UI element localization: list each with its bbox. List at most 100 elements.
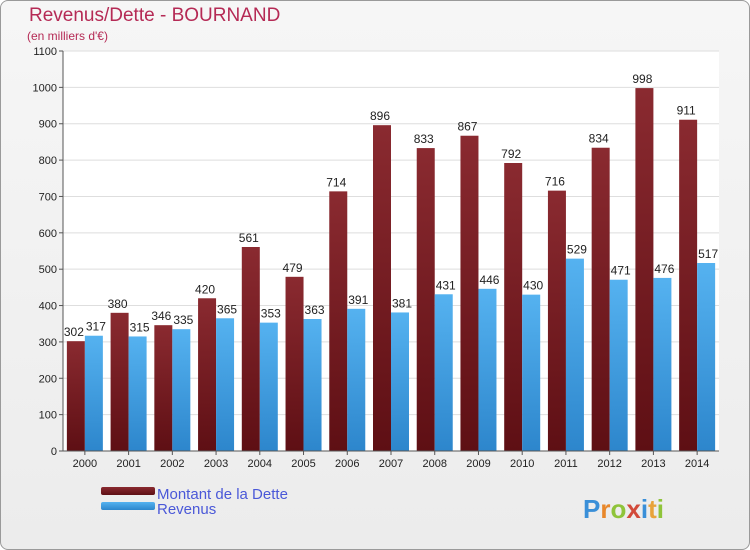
- bar-dette-2001: [110, 312, 129, 451]
- logo-letter: t: [648, 494, 657, 524]
- bar-revenus-2002: [172, 329, 191, 451]
- x-tick-label-2004: 2004: [248, 458, 272, 470]
- x-tick-label-2014: 2014: [685, 458, 709, 470]
- label-dette-2000: 302: [64, 325, 84, 339]
- bar-revenus-2012: [609, 279, 628, 451]
- label-dette-2010: 792: [501, 147, 521, 161]
- logo-letter: i: [657, 494, 664, 524]
- label-revenus-2013: 476: [654, 262, 674, 276]
- label-dette-2005: 479: [283, 261, 303, 275]
- label-dette-2014: 911: [677, 104, 696, 118]
- label-revenus-2004: 353: [261, 307, 281, 321]
- y-tick-label: 900: [39, 119, 57, 131]
- bar-dette-2013: [635, 88, 654, 451]
- label-dette-2007: 896: [370, 109, 390, 123]
- label-revenus-2007: 381: [392, 296, 412, 310]
- chart-subtitle: (en milliers d'€): [27, 29, 108, 43]
- logo-letter: o: [610, 494, 626, 524]
- logo-letter: i: [641, 494, 648, 524]
- bar-dette-2002: [154, 325, 173, 451]
- legend-label-dette: Montant de la Dette: [157, 486, 288, 503]
- label-revenus-2008: 431: [436, 278, 456, 292]
- bar-revenus-2003: [216, 318, 235, 451]
- x-tick-label-2001: 2001: [116, 458, 140, 470]
- label-dette-2001: 380: [108, 297, 128, 311]
- logo-letter: r: [600, 494, 610, 524]
- label-revenus-2005: 363: [305, 303, 325, 317]
- x-tick-label-2006: 2006: [335, 458, 359, 470]
- label-dette-2006: 714: [326, 175, 346, 189]
- x-tick-label-2005: 2005: [291, 458, 315, 470]
- legend-swatch-revenus: [101, 502, 155, 510]
- bar-revenus-2007: [391, 312, 409, 451]
- label-revenus-2002: 335: [173, 313, 193, 327]
- bar-revenus-2011: [565, 258, 584, 451]
- proxiti-logo: Proxiti: [583, 494, 664, 524]
- bar-revenus-2014: [697, 263, 716, 451]
- y-tick-label: 700: [39, 191, 57, 203]
- label-revenus-2011: 529: [567, 243, 587, 257]
- y-tick-label: 300: [39, 337, 57, 349]
- y-tick-label: 200: [39, 373, 57, 385]
- bar-revenus-2005: [303, 319, 322, 451]
- label-revenus-2003: 365: [217, 302, 237, 316]
- x-tick-label-2010: 2010: [510, 458, 534, 470]
- y-tick-label: 1000: [33, 82, 57, 94]
- x-tick-label-2003: 2003: [204, 458, 228, 470]
- label-revenus-2009: 446: [479, 273, 499, 287]
- y-tick-label: 1100: [33, 46, 57, 58]
- bar-revenus-2013: [653, 277, 672, 451]
- bar-dette-2011: [547, 190, 566, 452]
- x-tick-label-2007: 2007: [379, 458, 403, 470]
- bar-dette-2005: [285, 276, 304, 451]
- logo-letter: x: [626, 494, 641, 524]
- bar-revenus-2000: [84, 335, 103, 451]
- label-revenus-2014: 517: [698, 247, 718, 261]
- x-tick-label-2012: 2012: [597, 458, 621, 470]
- bar-dette-2009: [460, 135, 479, 451]
- chart-title: Revenus/Dette - BOURNAND: [29, 5, 281, 26]
- label-revenus-2012: 471: [611, 264, 631, 278]
- bar-revenus-2008: [434, 294, 453, 451]
- label-revenus-2010: 430: [523, 279, 543, 293]
- bar-dette-2010: [504, 163, 523, 451]
- bar-dette-2012: [591, 147, 610, 451]
- label-dette-2011: 716: [545, 175, 565, 189]
- y-tick-label: 600: [39, 228, 57, 240]
- x-tick-label-2011: 2011: [554, 458, 578, 470]
- label-dette-2013: 998: [632, 72, 652, 86]
- label-revenus-2006: 391: [348, 293, 368, 307]
- bar-dette-2014: [679, 119, 698, 452]
- bar-revenus-2004: [259, 322, 278, 451]
- bar-dette-2006: [329, 191, 348, 451]
- bar-dette-2000: [66, 341, 85, 451]
- bar-dette-2003: [198, 298, 217, 451]
- logo-letter: P: [583, 494, 600, 524]
- bar-revenus-2001: [128, 336, 147, 451]
- bar-revenus-2009: [478, 288, 497, 451]
- label-dette-2012: 834: [589, 132, 609, 146]
- x-tick-label-2013: 2013: [641, 458, 665, 470]
- legend-label-revenus: Revenus: [157, 501, 216, 518]
- y-tick-label: 500: [39, 264, 57, 276]
- y-tick-label: 400: [39, 301, 57, 313]
- label-revenus-2001: 315: [130, 320, 150, 334]
- label-dette-2002: 346: [151, 309, 171, 323]
- label-dette-2003: 420: [195, 282, 215, 296]
- bar-revenus-2010: [522, 294, 541, 451]
- bar-dette-2008: [416, 148, 435, 451]
- bar-revenus-2006: [347, 308, 366, 451]
- x-tick-label-2000: 2000: [73, 458, 97, 470]
- y-tick-label: 100: [39, 410, 57, 422]
- label-dette-2004: 561: [239, 231, 259, 245]
- x-tick-label-2008: 2008: [422, 458, 446, 470]
- x-tick-label-2009: 2009: [466, 458, 490, 470]
- bar-dette-2007: [373, 125, 391, 451]
- label-dette-2009: 867: [457, 120, 477, 134]
- y-tick-label: 0: [51, 446, 57, 458]
- legend-swatch-dette: [101, 487, 155, 495]
- label-revenus-2000: 317: [86, 320, 106, 334]
- label-dette-2008: 833: [414, 132, 434, 146]
